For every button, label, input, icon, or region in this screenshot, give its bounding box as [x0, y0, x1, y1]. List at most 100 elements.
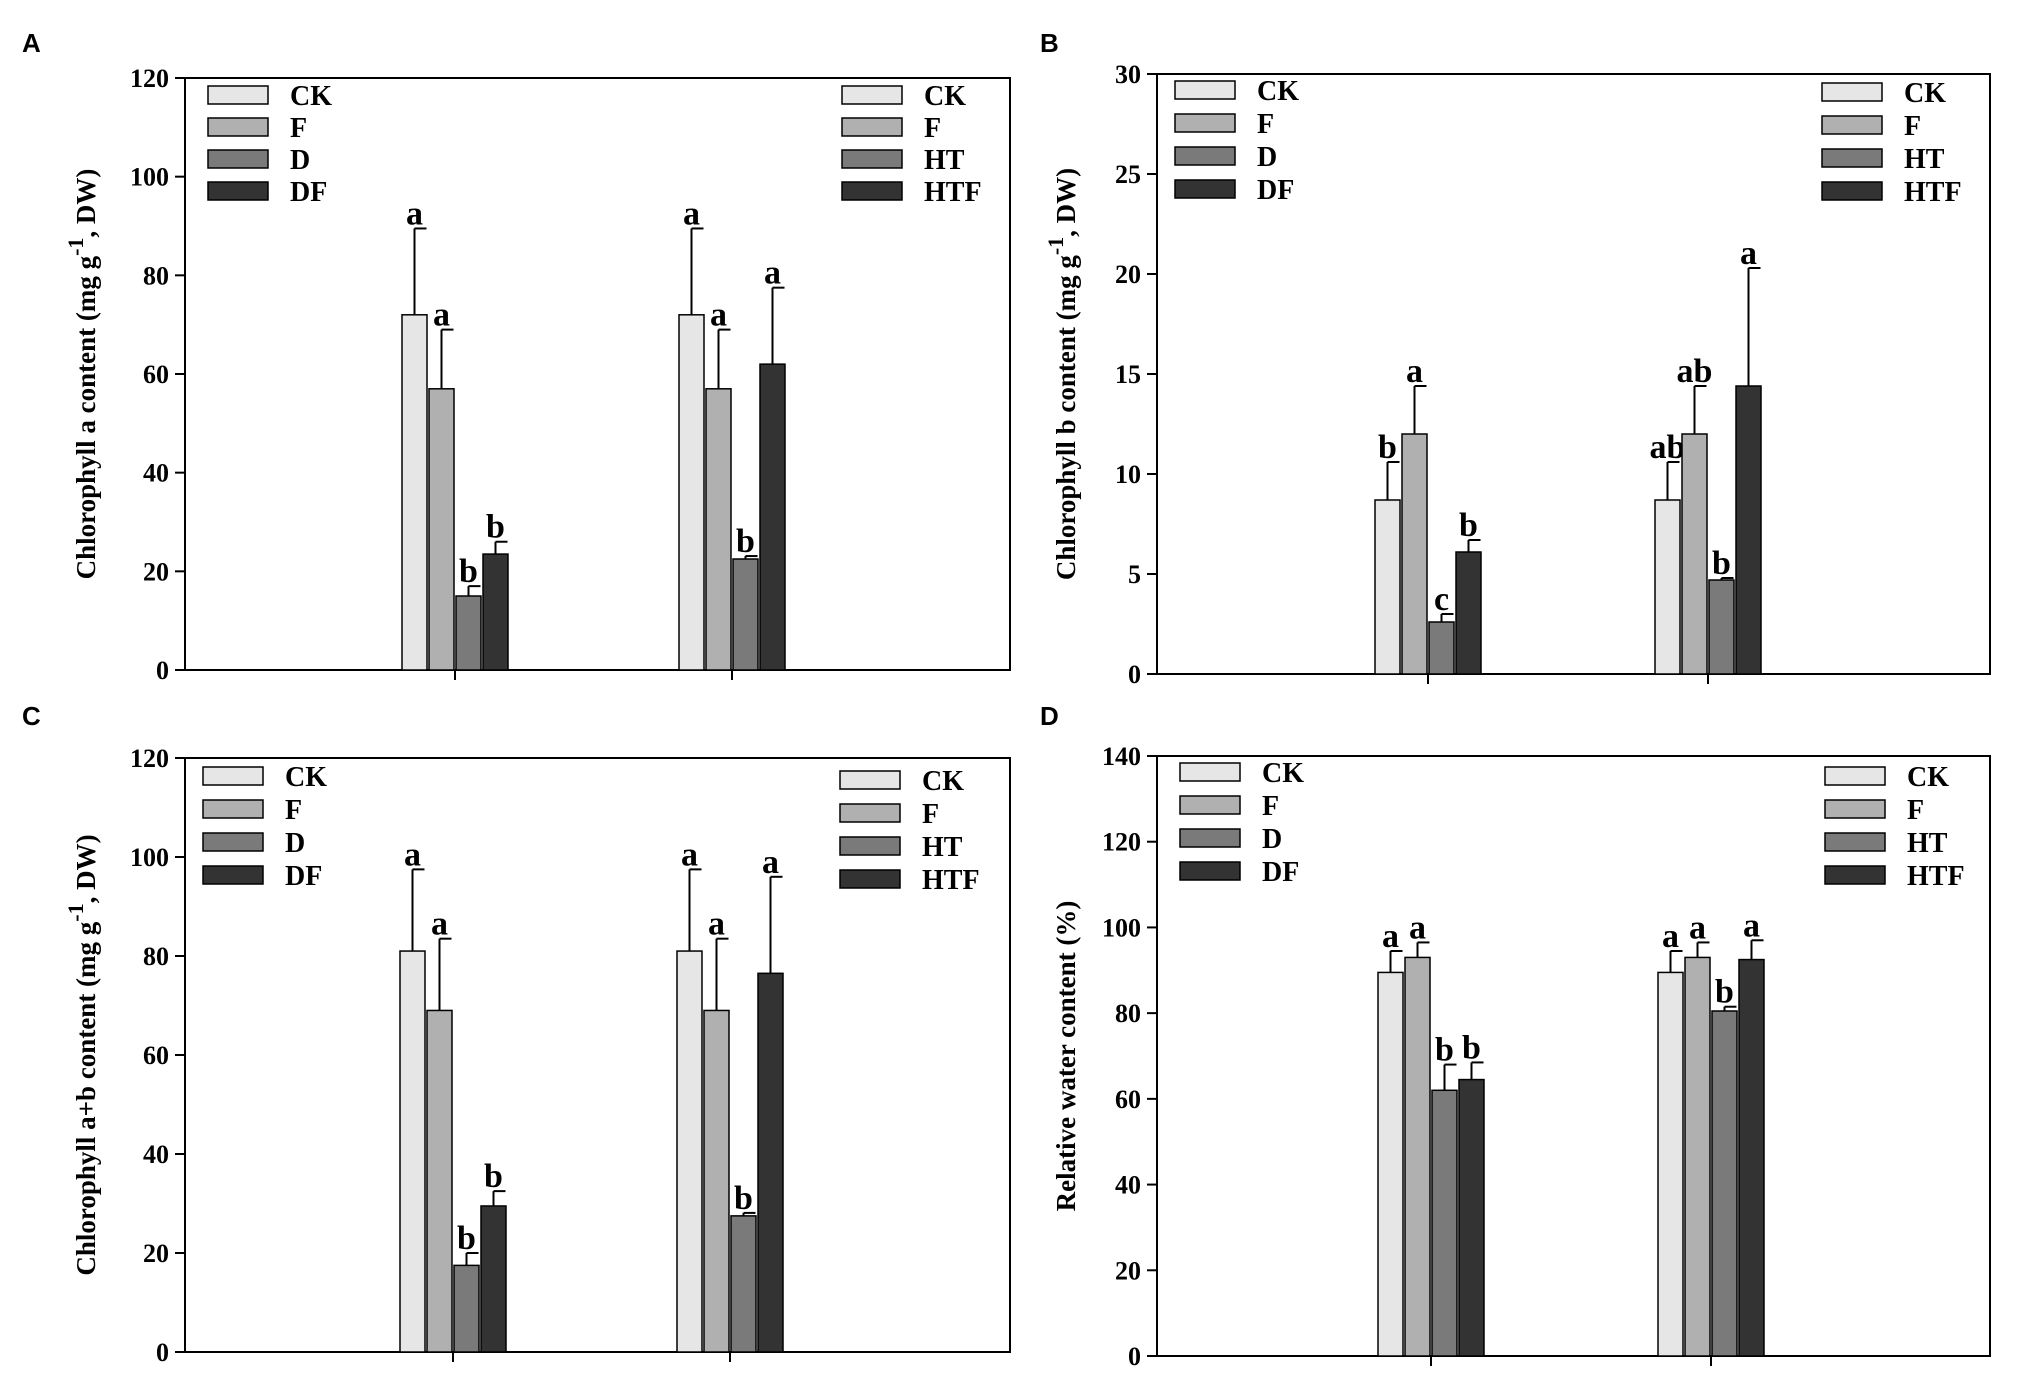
- significance-label: b: [1435, 1032, 1454, 1069]
- bar-d: [453, 1264, 480, 1353]
- legend-swatch: [1174, 146, 1236, 166]
- y-tick-label: 80: [143, 261, 169, 290]
- significance-label: a: [1662, 918, 1679, 955]
- legend-swatch: [1821, 82, 1883, 102]
- bar-ck: [1377, 971, 1404, 1357]
- bar-ck: [399, 950, 426, 1353]
- panel-letter: C: [22, 701, 41, 731]
- bar-ck: [676, 950, 703, 1353]
- significance-label: ab: [1677, 353, 1713, 390]
- bar-ck: [1657, 971, 1684, 1357]
- bar-f: [705, 388, 732, 671]
- y-tick-label: 100: [1102, 913, 1141, 942]
- legend-label: CK: [290, 81, 332, 112]
- panel-letter: D: [1040, 701, 1059, 731]
- y-tick-label: 100: [130, 163, 169, 192]
- legend-label: F: [1262, 791, 1279, 822]
- y-axis-label: Chlorophyll a content (mg g-1, DW): [63, 169, 101, 580]
- y-axis-label-sup: -1: [1043, 237, 1068, 255]
- legend-label: HTF: [1904, 177, 1962, 208]
- y-tick-label: 100: [130, 843, 169, 872]
- legend-label: CK: [1907, 762, 1949, 793]
- bar-d: [1428, 621, 1455, 675]
- legend-swatch: [841, 117, 903, 137]
- y-tick-label: 20: [143, 557, 169, 586]
- significance-label: a: [1689, 909, 1706, 946]
- y-axis-label-main: Chlorophyll a content (mg g: [71, 255, 101, 579]
- bar-d: [1711, 1010, 1738, 1357]
- legend-swatch: [1821, 148, 1883, 168]
- y-tick-label: 5: [1128, 560, 1141, 589]
- significance-label: b: [486, 509, 505, 546]
- legend-swatch: [1179, 861, 1241, 881]
- legend-label: HT: [1907, 828, 1948, 859]
- legend-label: CK: [285, 762, 327, 793]
- y-tick-label: 10: [1115, 460, 1141, 489]
- bar-d: [730, 1215, 757, 1353]
- significance-label: b: [457, 1220, 476, 1257]
- bar-d: [1431, 1089, 1458, 1357]
- y-axis-label-main: Chlorophyll b content (mg g: [1051, 255, 1081, 581]
- legend-label: DF: [285, 861, 322, 892]
- legend-label: CK: [1262, 758, 1304, 789]
- legend-swatch: [207, 181, 269, 201]
- legend-swatch: [1824, 766, 1886, 786]
- legend-label: HTF: [924, 177, 982, 208]
- significance-label: a: [683, 195, 700, 232]
- y-tick-label: 120: [130, 744, 169, 773]
- y-tick-label: 120: [1102, 828, 1141, 857]
- legend-label: F: [924, 113, 941, 144]
- panel-C: C 0 20 40 60 80 100 120 Chlorophyll a+b content …: [22, 701, 1011, 1367]
- legend-label: F: [290, 113, 307, 144]
- significance-label: a: [762, 844, 779, 881]
- significance-label: b: [1378, 429, 1397, 466]
- bar-df: [1458, 1078, 1485, 1357]
- significance-label: c: [1434, 581, 1449, 618]
- y-tick-label: 40: [1115, 1171, 1141, 1200]
- bar-ck: [401, 314, 428, 671]
- legend-swatch: [1824, 832, 1886, 852]
- bar-d: [455, 595, 482, 671]
- legend-label: F: [1904, 111, 1921, 142]
- y-axis-label-end: , DW): [71, 834, 101, 903]
- y-axis-label-sup: -1: [63, 238, 88, 256]
- significance-label: a: [431, 906, 448, 943]
- legend-swatch: [202, 832, 264, 852]
- y-tick-label: 120: [130, 64, 169, 93]
- significance-label: ab: [1650, 429, 1686, 466]
- bar-f: [428, 388, 455, 671]
- significance-label: b: [1459, 507, 1478, 544]
- y-tick-label: 60: [143, 360, 169, 389]
- significance-label: b: [1715, 974, 1734, 1011]
- legend-swatch: [202, 865, 264, 885]
- legend-swatch: [839, 803, 901, 823]
- legend-label: CK: [1257, 76, 1299, 107]
- significance-label: b: [459, 553, 478, 590]
- legend-swatch: [1174, 113, 1236, 133]
- y-axis-label-sup: -1: [63, 903, 88, 921]
- legend-swatch: [207, 117, 269, 137]
- legend-label: HTF: [922, 865, 980, 896]
- significance-label: b: [484, 1158, 503, 1195]
- significance-label: a: [1743, 907, 1760, 944]
- bar-df: [480, 1205, 507, 1353]
- significance-label: a: [710, 297, 727, 334]
- y-tick-label: 40: [143, 1140, 169, 1169]
- y-tick-label: 25: [1115, 160, 1141, 189]
- panel-A: A 0 20 40 60 80 100 120 Chlorophyll a content (m…: [22, 28, 1011, 685]
- bar-d: [732, 558, 759, 671]
- significance-label: a: [1382, 918, 1399, 955]
- significance-label: a: [708, 906, 725, 943]
- legend-swatch: [1821, 181, 1883, 201]
- legend-swatch: [1824, 799, 1886, 819]
- y-tick-label: 0: [1128, 1342, 1141, 1371]
- legend-label: CK: [924, 81, 966, 112]
- bar-f: [1401, 433, 1428, 675]
- bar-ck: [1374, 499, 1401, 675]
